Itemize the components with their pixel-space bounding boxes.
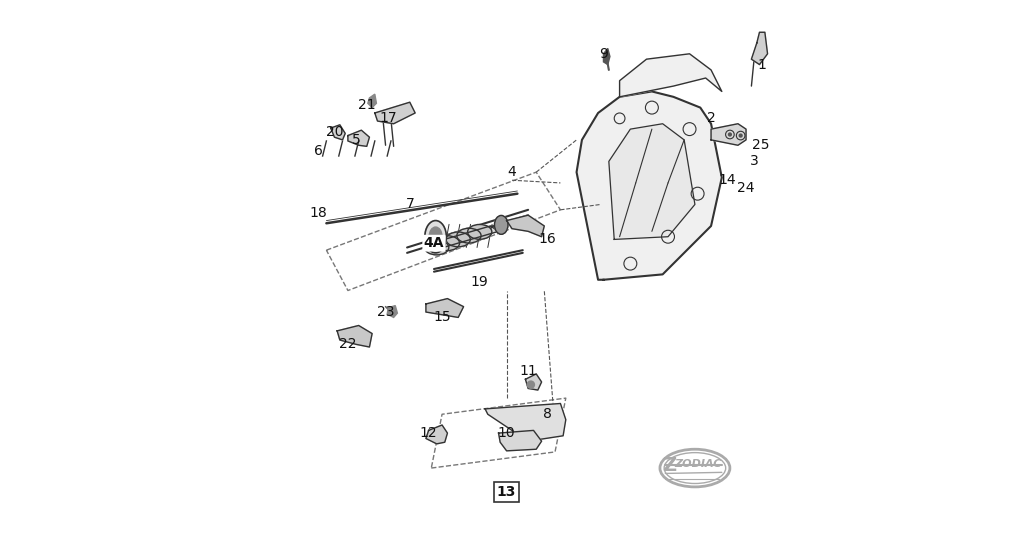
Polygon shape	[499, 430, 542, 451]
Text: 11: 11	[519, 364, 537, 378]
Text: 13: 13	[497, 485, 516, 499]
Circle shape	[738, 133, 742, 138]
Text: 4: 4	[508, 165, 516, 179]
Text: 23: 23	[377, 305, 394, 319]
Text: 9: 9	[599, 47, 608, 61]
Text: 25: 25	[753, 138, 770, 152]
Polygon shape	[368, 94, 377, 108]
Text: Z: Z	[663, 456, 676, 475]
Ellipse shape	[468, 224, 492, 239]
Text: 17: 17	[380, 111, 397, 125]
Polygon shape	[426, 226, 499, 250]
Circle shape	[526, 380, 536, 389]
Text: 10: 10	[498, 426, 515, 440]
Polygon shape	[507, 215, 545, 237]
Polygon shape	[485, 404, 566, 441]
Text: 24: 24	[737, 181, 755, 195]
Text: 16: 16	[538, 232, 556, 246]
Ellipse shape	[446, 232, 470, 247]
Text: 21: 21	[358, 98, 376, 112]
Text: 3: 3	[750, 154, 759, 168]
Text: 4A: 4A	[424, 236, 444, 250]
Text: 12: 12	[420, 426, 437, 440]
Text: 8: 8	[543, 407, 551, 421]
Polygon shape	[387, 306, 397, 317]
Polygon shape	[525, 374, 542, 390]
Text: 22: 22	[339, 337, 356, 351]
Polygon shape	[752, 32, 768, 65]
Polygon shape	[348, 130, 370, 146]
Ellipse shape	[429, 227, 442, 246]
Polygon shape	[375, 102, 415, 124]
Polygon shape	[609, 124, 695, 239]
Text: 20: 20	[326, 125, 343, 139]
Ellipse shape	[495, 215, 508, 235]
Ellipse shape	[425, 221, 446, 253]
Text: ZODIAC: ZODIAC	[674, 459, 721, 469]
Circle shape	[728, 132, 732, 137]
Ellipse shape	[435, 236, 460, 251]
Text: 2: 2	[707, 111, 716, 125]
Polygon shape	[577, 91, 722, 280]
Polygon shape	[426, 425, 447, 444]
Text: 7: 7	[406, 197, 414, 211]
Text: 6: 6	[314, 144, 323, 158]
Polygon shape	[711, 124, 746, 145]
Polygon shape	[331, 125, 345, 140]
Polygon shape	[620, 54, 722, 97]
Polygon shape	[337, 325, 372, 347]
Polygon shape	[426, 299, 464, 317]
Ellipse shape	[425, 240, 449, 255]
Text: 15: 15	[433, 310, 451, 324]
Text: 19: 19	[471, 275, 488, 289]
Text: 14: 14	[719, 173, 736, 187]
Polygon shape	[603, 48, 610, 65]
Text: 1: 1	[758, 58, 767, 72]
Text: 18: 18	[309, 206, 328, 220]
Text: 5: 5	[351, 133, 360, 147]
Ellipse shape	[457, 228, 481, 243]
